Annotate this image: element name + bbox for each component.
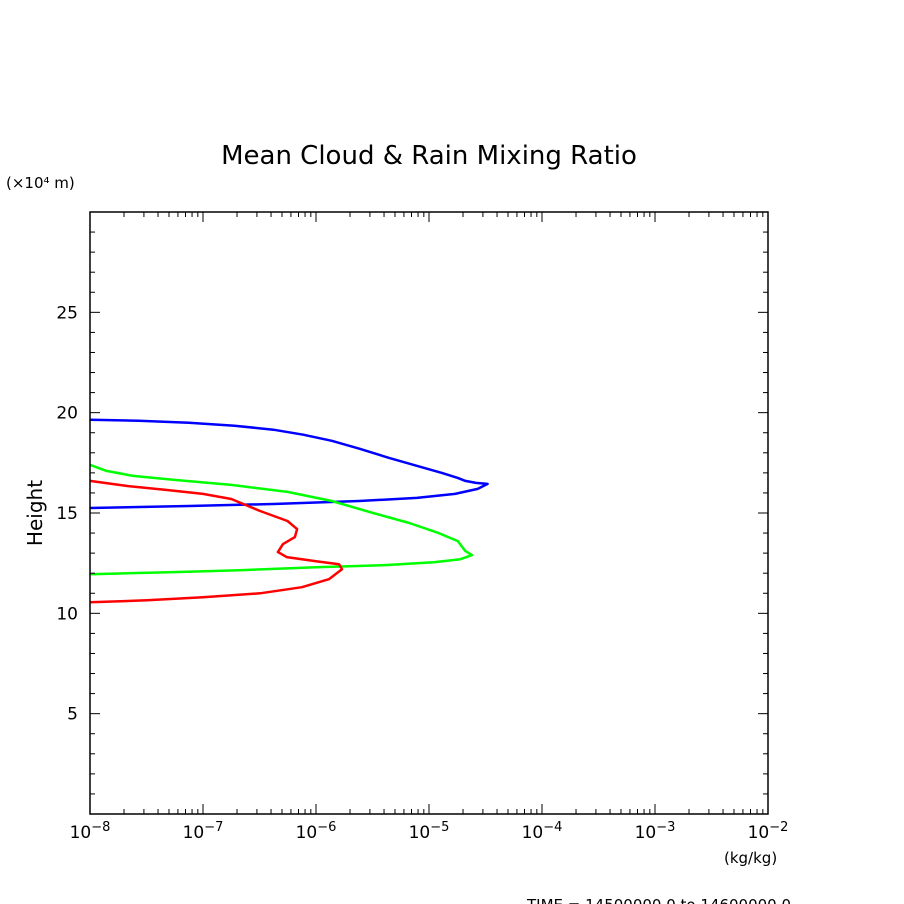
y-tick-label: 25	[56, 303, 78, 323]
y-unit-label: (×10⁴ m)	[6, 174, 75, 192]
x-tick-label: 10−6	[296, 820, 337, 843]
x-tick-label: 10−8	[70, 820, 111, 843]
y-tick-label: 15	[56, 504, 78, 524]
series-line-1	[89, 418, 489, 510]
series-layer	[89, 418, 489, 604]
chart-title: Mean Cloud & Rain Mixing Ratio	[221, 141, 637, 171]
tick-labels: 10−8 10−7 10−6 10−5 10−4 10−3 10−2 5 10 15 20 25	[56, 303, 788, 843]
x-tick-label: 10−2	[748, 820, 789, 843]
x-unit-label: (kg/kg)	[724, 849, 777, 867]
series-line-3	[89, 479, 344, 604]
time-footer: TIME = 14500000.0 to 14600000.0	[526, 896, 791, 904]
y-axis-label: Height	[23, 480, 47, 546]
series-line-2	[89, 463, 474, 576]
x-tick-label: 10−5	[409, 820, 450, 843]
y-tick-label: 10	[56, 604, 78, 624]
x-tick-label: 10−4	[522, 820, 563, 843]
x-tick-label: 10−7	[183, 820, 224, 843]
x-tick-label: 10−3	[635, 820, 676, 843]
y-tick-label: 20	[56, 404, 78, 424]
plot-frame	[89, 211, 769, 815]
ticks-layer	[89, 212, 769, 814]
y-tick-label: 5	[67, 705, 78, 725]
